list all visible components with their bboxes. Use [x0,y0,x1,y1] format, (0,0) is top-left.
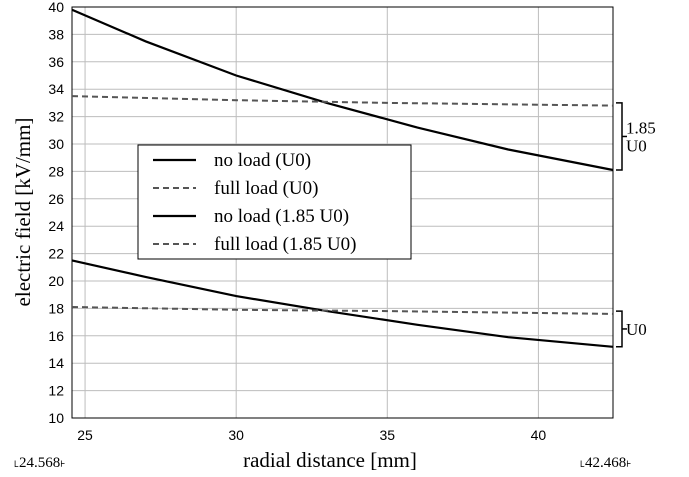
series-line-1 [71,259,614,348]
x-tick-label: 25 [77,427,93,443]
y-tick-label: 28 [48,163,64,179]
legend: no load (U0) full load (U0) no load (1.85 … [137,144,412,260]
y-tick-label: 22 [48,246,64,262]
legend-label: full load (U0) [214,178,318,199]
legend-box [137,144,412,260]
x-tick-label: 40 [531,427,547,443]
y-axis-label: electric field [kV/mm] [11,118,35,307]
bracket-label: 1.85 U0 [626,118,656,155]
legend-label: no load (U0) [214,150,311,171]
series-layer [71,8,614,348]
series-line-2 [71,306,614,315]
y-tick-label: 16 [48,328,64,344]
y-tick-label: 30 [48,136,64,152]
y-tick-label: 32 [48,109,64,125]
plot-frame [71,6,614,419]
x-tick-label: 30 [228,427,244,443]
y-tick-label: 36 [48,54,64,70]
series-line-3 [71,8,614,172]
y-tick-label: 12 [48,383,64,399]
y-tick-label: 18 [48,300,64,316]
y-tick-label: 24 [48,218,64,234]
legend-label: full load (1.85 U0) [214,234,356,255]
bracket [616,310,623,348]
y-tick-label: 14 [48,355,64,371]
y-tick-label: 10 [48,410,64,426]
tick-labels: 10 12 14 16 18 20 22 24 26 28 30 32 34 36 38 40 25 30 35 40 [48,0,546,443]
x-max-label: ˪42.468˫ [580,455,631,471]
annotation-brackets: 1.85 U0 U0 [616,102,656,348]
x-min-label: ˪24.568˫ [14,455,65,471]
bracket [616,102,623,171]
x-tick-label: 35 [380,427,396,443]
legend-label: no load (1.85 U0) [214,206,349,227]
bracket-label: U0 [626,320,647,339]
y-tick-label: 34 [48,81,64,97]
y-tick-label: 20 [48,273,64,289]
y-tick-label: 26 [48,191,64,207]
y-tick-label: 38 [48,26,64,42]
y-tick-label: 40 [48,0,64,15]
series-line-4 [71,95,614,107]
x-axis-label: radial distance [mm] [243,448,417,472]
